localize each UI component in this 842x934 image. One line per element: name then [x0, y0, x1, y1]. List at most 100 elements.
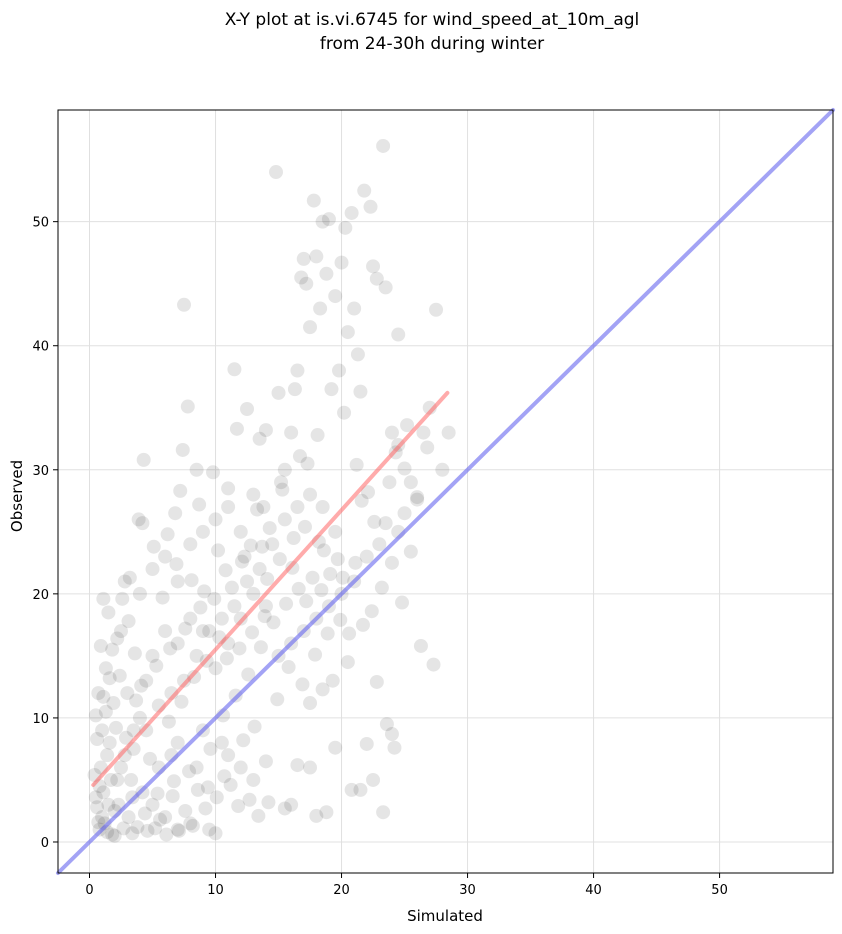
- data-point: [163, 641, 178, 656]
- data-point: [208, 826, 223, 841]
- data-point: [271, 385, 286, 400]
- data-point: [206, 465, 220, 480]
- data-point: [269, 165, 284, 180]
- data-point: [241, 667, 256, 682]
- data-point: [397, 461, 412, 476]
- data-point: [137, 806, 152, 821]
- data-point: [290, 758, 305, 773]
- data-point: [168, 506, 183, 521]
- data-point: [243, 538, 258, 553]
- data-point: [200, 780, 215, 795]
- data-point: [240, 574, 255, 589]
- data-point: [170, 574, 185, 589]
- data-point: [183, 537, 198, 552]
- data-point: [140, 823, 155, 838]
- data-point: [202, 624, 217, 639]
- data-point: [410, 492, 425, 507]
- data-point: [369, 271, 384, 286]
- data-point: [366, 772, 381, 787]
- data-point: [232, 641, 247, 656]
- data-point: [353, 384, 368, 399]
- data-point: [258, 754, 273, 769]
- data-point: [384, 555, 399, 570]
- data-point: [173, 483, 188, 498]
- data-point: [441, 425, 456, 440]
- data-point: [90, 732, 105, 747]
- data-point: [291, 581, 306, 596]
- x-tick-label: 20: [333, 883, 350, 898]
- x-tick-label: 0: [85, 883, 93, 898]
- data-point: [221, 748, 236, 763]
- y-axis-label: Observed: [8, 460, 26, 532]
- data-point: [328, 524, 343, 539]
- data-point: [209, 790, 224, 805]
- data-point: [185, 818, 200, 833]
- data-point: [207, 591, 222, 606]
- data-point: [384, 425, 399, 440]
- data-point: [266, 615, 281, 630]
- data-point: [270, 692, 285, 707]
- data-point: [102, 735, 117, 750]
- data-point: [227, 599, 242, 614]
- data-point: [286, 531, 301, 546]
- data-point: [96, 591, 111, 606]
- data-point: [214, 735, 229, 750]
- data-point: [116, 821, 131, 836]
- data-point: [166, 774, 181, 789]
- regression-fit-line: [91, 390, 450, 787]
- data-point: [315, 682, 330, 697]
- data-point: [165, 789, 180, 804]
- data-point: [251, 808, 266, 823]
- data-point: [246, 487, 261, 502]
- y-tick-label: 10: [32, 712, 49, 727]
- data-point: [397, 506, 412, 521]
- data-point: [160, 527, 175, 542]
- data-point: [175, 442, 190, 457]
- data-point: [403, 544, 418, 559]
- data-point: [258, 423, 273, 438]
- data-point: [150, 786, 165, 801]
- data-point: [177, 673, 192, 688]
- data-point: [287, 382, 302, 397]
- data-point: [387, 740, 402, 755]
- data-point: [114, 624, 129, 639]
- data-point: [294, 270, 309, 285]
- data-point: [303, 487, 318, 502]
- data-point: [231, 799, 246, 814]
- data-point: [250, 502, 265, 517]
- data-point: [324, 382, 339, 397]
- data-point: [330, 552, 345, 567]
- data-point: [100, 748, 115, 763]
- data-point: [148, 821, 163, 836]
- data-point: [91, 815, 106, 830]
- data-point: [135, 516, 150, 531]
- data-point: [255, 539, 270, 554]
- data-point: [90, 800, 105, 815]
- data-point: [384, 727, 399, 742]
- data-point: [246, 586, 261, 601]
- data-point: [320, 626, 335, 641]
- data-point: [139, 723, 154, 738]
- data-point: [340, 655, 355, 670]
- data-point: [379, 717, 394, 732]
- data-point: [303, 760, 318, 775]
- data-point: [134, 678, 149, 693]
- data-point: [189, 462, 204, 477]
- data-point: [374, 580, 389, 595]
- data-point: [335, 570, 350, 585]
- data-point: [105, 642, 120, 657]
- data-point: [142, 751, 157, 766]
- data-point: [171, 823, 186, 838]
- data-point: [236, 733, 251, 748]
- data-point: [348, 555, 363, 570]
- data-point: [139, 673, 154, 688]
- data-point: [211, 543, 226, 558]
- data-point: [132, 586, 147, 601]
- data-point: [313, 301, 328, 316]
- data-point: [192, 497, 207, 512]
- data-point: [319, 266, 334, 281]
- data-point: [180, 399, 195, 414]
- data-point: [354, 493, 369, 508]
- data-point: [103, 772, 118, 787]
